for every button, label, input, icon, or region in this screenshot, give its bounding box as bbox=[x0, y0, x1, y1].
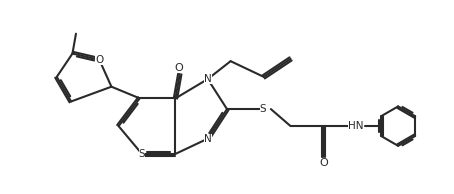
Text: O: O bbox=[174, 63, 183, 73]
Text: S: S bbox=[260, 104, 266, 114]
Text: S: S bbox=[138, 149, 145, 159]
Text: HN: HN bbox=[348, 121, 364, 131]
Text: O: O bbox=[95, 55, 104, 65]
Text: N: N bbox=[204, 134, 212, 144]
Text: N: N bbox=[204, 74, 212, 84]
Text: O: O bbox=[319, 158, 328, 168]
